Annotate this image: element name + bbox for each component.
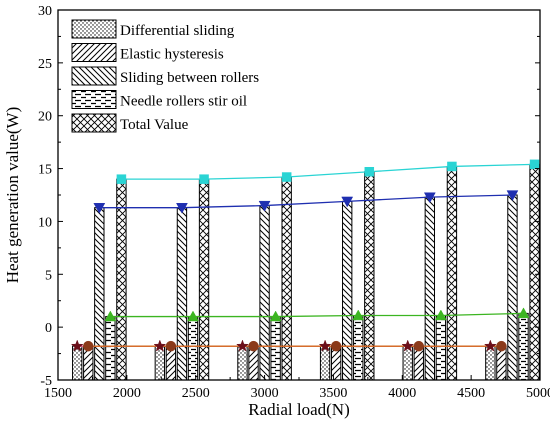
bar [105, 316, 116, 381]
legend-swatch [71, 90, 117, 109]
legend-label: Elastic hysteresis [120, 47, 224, 63]
y-tick-label: 0 [45, 321, 52, 336]
legend-label: Needle rollers stir oil [120, 94, 247, 110]
y-tick-label: -5 [40, 374, 52, 389]
data-point [165, 340, 177, 352]
bar [424, 196, 436, 381]
data-point [483, 339, 497, 352]
bar [342, 200, 353, 381]
data-point [248, 340, 259, 352]
data-point [352, 309, 365, 321]
data-point [176, 203, 188, 214]
bar [237, 345, 248, 381]
y-tick-label: 25 [38, 57, 52, 72]
bar [94, 207, 105, 381]
y-tick-label: 10 [38, 215, 52, 230]
x-tick-label: 4500 [457, 386, 485, 401]
bar [187, 316, 199, 381]
plot-frame [57, 9, 541, 381]
bar [353, 315, 364, 381]
data-point [199, 174, 209, 184]
data-point [517, 307, 530, 319]
bar [485, 345, 496, 381]
x-axis: 1500 2000 2500 3000 3500 4000 4500 5000 [44, 375, 550, 401]
x-tick-label: 2500 [182, 386, 210, 401]
data-point [434, 309, 447, 321]
bar [259, 205, 270, 381]
legend-label: Total Value [120, 117, 189, 133]
legend-swatch [71, 43, 117, 62]
data-point [318, 339, 332, 352]
data-point [447, 161, 457, 172]
bar [72, 345, 83, 381]
y-tick-label: 30 [38, 4, 52, 19]
bar [364, 171, 375, 381]
y-tick-label: 15 [38, 163, 52, 178]
data-point [258, 200, 271, 212]
data-point [506, 190, 519, 202]
legend-swatch [71, 19, 117, 39]
bar [270, 316, 281, 381]
bar [319, 345, 331, 381]
legend: Differential sliding Elastic hysteresis Sl… [71, 19, 259, 133]
x-tick-label: 5000 [526, 386, 550, 401]
data-point [187, 310, 199, 322]
data-point [496, 340, 507, 352]
x-tick-label: 4000 [388, 386, 416, 401]
data-point [529, 159, 540, 170]
x-tick-label: 1500 [44, 386, 72, 401]
bar [446, 165, 458, 381]
data-point [269, 310, 282, 322]
legend-swatch [71, 113, 117, 133]
bar [116, 178, 127, 381]
data-point [83, 340, 94, 352]
data-point [281, 172, 292, 182]
data-point [423, 192, 436, 204]
data-point [236, 339, 249, 352]
y-tick-label: 5 [45, 268, 52, 283]
data-point [93, 203, 106, 214]
y-axis: -5 0 5 10 15 20 25 30 [38, 4, 540, 389]
x-tick-label: 2000 [113, 386, 141, 401]
bar [176, 207, 188, 381]
legend-label: Differential sliding [120, 23, 235, 39]
bar [529, 163, 540, 381]
series-lines-layer [77, 163, 535, 347]
legend-swatch [71, 66, 117, 86]
series-line [99, 194, 513, 209]
y-axis-title: Heat generation value(W) [3, 107, 22, 284]
legend-label: Sliding between rollers [120, 70, 259, 86]
series-line [110, 312, 524, 318]
x-tick-label: 3500 [319, 386, 347, 401]
data-point [401, 339, 415, 352]
bar [281, 176, 292, 381]
series-markers-layer [70, 159, 540, 352]
bar [154, 345, 166, 381]
data-point [364, 166, 375, 177]
bar [402, 345, 413, 381]
data-point [330, 340, 342, 352]
bar [435, 315, 447, 381]
series-line [121, 163, 535, 180]
bar [198, 178, 210, 381]
bar [507, 194, 518, 381]
bar [518, 312, 529, 381]
y-tick-label: 20 [38, 110, 52, 125]
data-point [116, 174, 127, 184]
x-tick-label: 3000 [251, 386, 279, 401]
data-point [341, 196, 354, 208]
data-point [104, 310, 117, 322]
data-point [153, 339, 167, 352]
data-point [70, 339, 84, 352]
data-point [413, 340, 425, 352]
x-axis-title: Radial load(N) [248, 400, 350, 419]
